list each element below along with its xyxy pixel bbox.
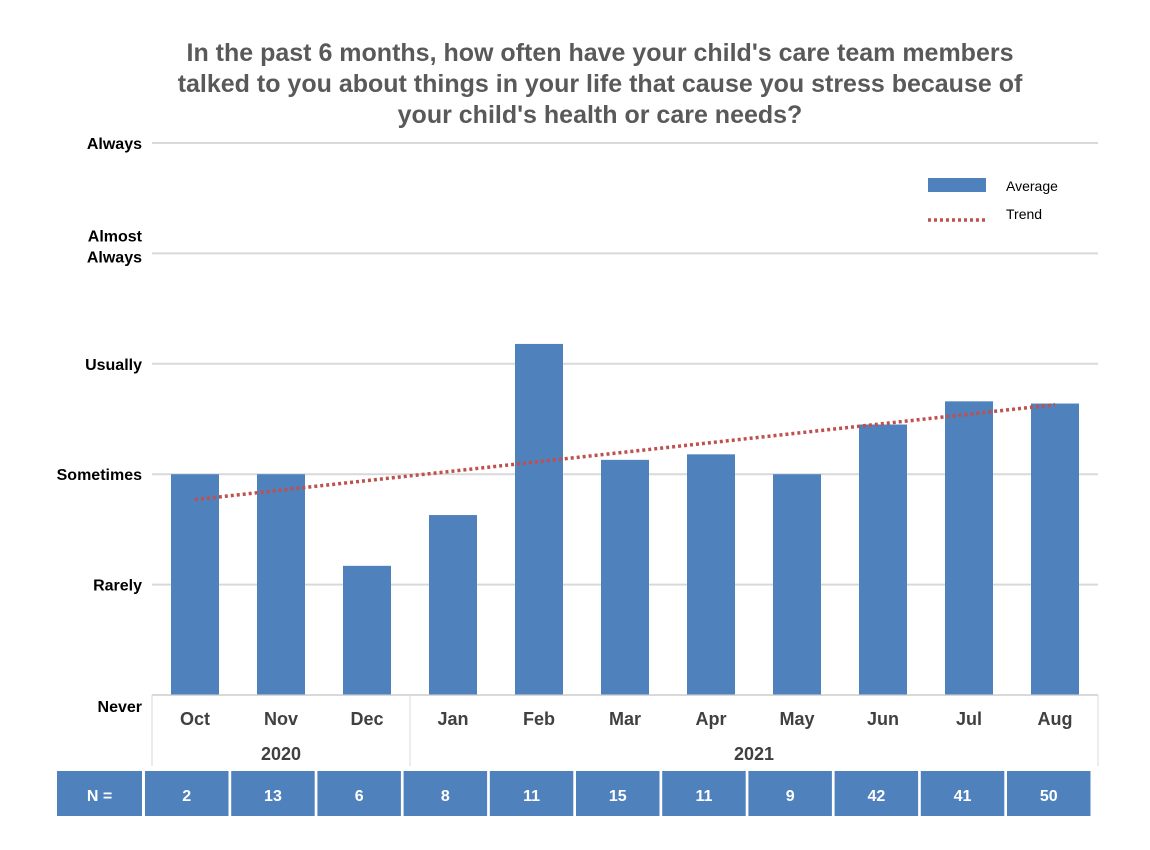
n-cell [662,771,746,816]
x-tick-label: Apr [696,709,727,729]
bar [515,343,563,695]
bar [687,454,735,695]
n-cell [489,771,574,816]
n-value: 2 [182,788,191,805]
bar [171,474,219,695]
n-cell [834,771,919,816]
n-value: 11 [523,788,540,805]
n-value: 6 [355,788,364,805]
n-cell [748,771,832,816]
n-cell [317,771,401,816]
chart-title: In the past 6 months, how often have you… [177,39,1023,129]
x-tick-label: Dec [350,709,383,729]
x-tick-label: Jan [437,709,468,729]
n-cell [145,771,229,816]
x-tick-label: Aug [1038,709,1073,729]
y-tick-label: Always [87,136,142,153]
x-tick-label: Oct [180,709,210,729]
x-tick-label: May [779,709,814,729]
n-cell [403,771,488,816]
n-row-header-cell [57,771,142,816]
x-tick-label: Mar [609,709,641,729]
n-value: 15 [609,788,627,805]
bar [343,565,391,695]
y-tick-label: Usually [85,357,142,374]
x-tick-label: Nov [264,709,298,729]
legend-swatch-average [928,178,986,192]
bar [429,515,477,695]
n-value: 11 [695,788,712,805]
y-tick-label: Rarely [93,578,142,595]
x-tick-label: Jul [956,709,982,729]
x-tick-label: Feb [523,709,555,729]
legend-label: Trend [1006,206,1042,222]
bar [859,424,907,695]
trend-line [194,402,1056,502]
n-cell [231,771,315,816]
n-value: 8 [441,788,450,805]
n-value: 13 [264,788,282,805]
bar [1031,403,1079,695]
n-row-label: N = [87,788,112,805]
y-tick-label: Never [98,699,142,716]
n-cell [920,771,1005,816]
year-label: 2021 [734,744,774,764]
n-value: 42 [867,788,885,805]
n-cell [576,771,660,816]
y-tick-label: Sometimes [57,467,142,484]
y-tick-label: Almost [88,228,143,245]
n-value: 9 [786,788,795,805]
n-value: 41 [954,788,972,805]
legend-label: Average [1006,178,1058,194]
y-tick-label: Always [87,249,142,266]
year-label: 2020 [261,744,301,764]
n-cell [1007,771,1091,816]
x-tick-label: Jun [867,709,899,729]
bar [257,474,305,695]
n-value: 50 [1040,788,1058,805]
bar [773,474,821,695]
bar [601,459,649,695]
bar [945,401,993,695]
